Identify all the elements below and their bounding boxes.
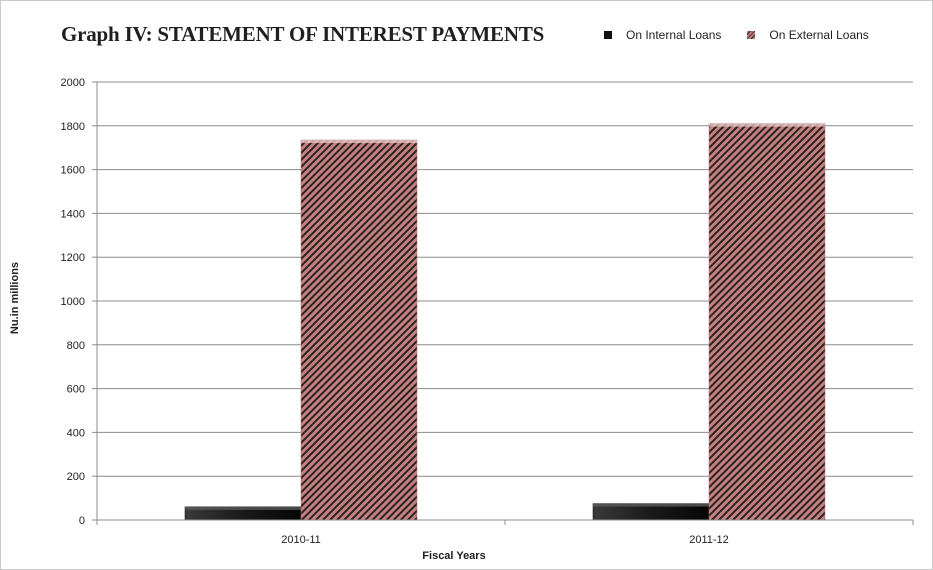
chart-title: Graph IV: STATEMENT OF INTEREST PAYMENTS	[61, 22, 545, 46]
x-tick-label: 2010-11	[281, 534, 321, 546]
y-tick-label: 2000	[61, 77, 85, 89]
y-tick-label: 600	[67, 384, 85, 396]
y-tick-label: 1200	[61, 252, 85, 264]
y-tick-label: 1400	[61, 208, 85, 220]
legend-label-external: On External Loans	[769, 28, 869, 42]
legend-item-external: On External Loans	[747, 28, 869, 42]
x-axis-label: Fiscal Years	[422, 550, 486, 562]
y-tick-label: 200	[67, 471, 85, 483]
y-tick-label: 1000	[61, 296, 85, 308]
x-tick-label: 2011-12	[689, 534, 729, 546]
legend: On Internal Loans On External Loans	[604, 28, 869, 42]
y-tick-label: 0	[79, 515, 85, 527]
bar-top-highlight	[185, 506, 301, 510]
bar-top-highlight	[593, 503, 709, 507]
bar-top-highlight	[709, 123, 825, 127]
legend-swatch-external	[747, 31, 756, 39]
legend-swatch-internal	[604, 31, 612, 39]
bar-external-2011-12	[708, 123, 826, 521]
y-tick-label: 1800	[61, 121, 85, 133]
legend-item-internal: On Internal Loans	[604, 28, 721, 42]
legend-label-internal: On Internal Loans	[626, 28, 722, 42]
y-tick-label: 800	[67, 340, 85, 352]
y-tick-label: 1600	[61, 165, 85, 177]
y-tick-label: 400	[67, 427, 85, 439]
bar-external-2010-11	[300, 139, 418, 521]
bar-top-highlight	[301, 140, 417, 144]
